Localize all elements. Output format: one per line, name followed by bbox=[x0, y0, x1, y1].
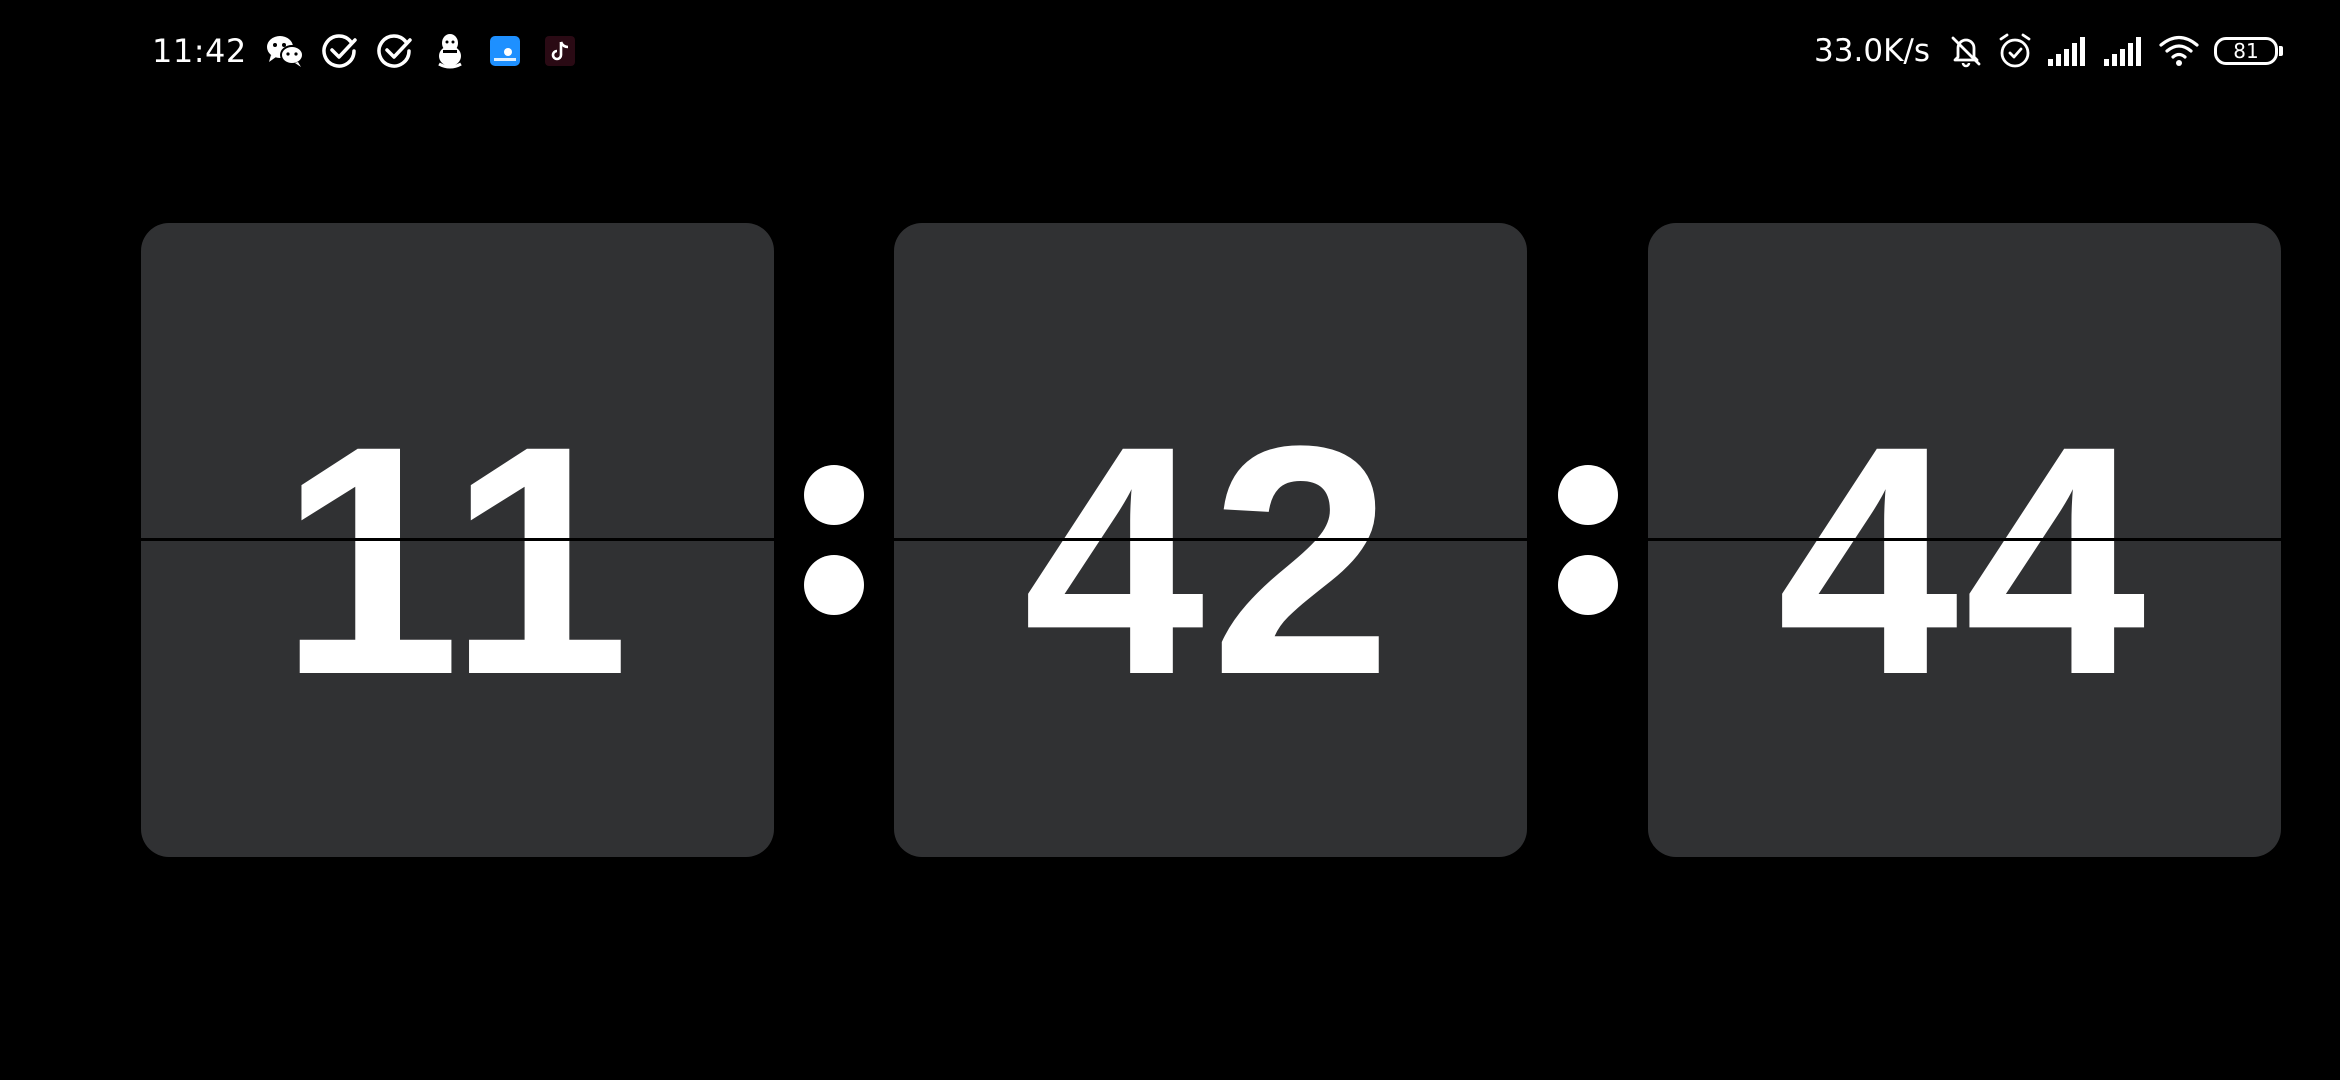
network-speed: 33.0K/s bbox=[1814, 33, 1930, 69]
colon-separator bbox=[774, 223, 894, 857]
alarm-icon bbox=[1996, 31, 2034, 71]
flip-divider bbox=[1648, 538, 2281, 541]
status-time: 11:42 bbox=[152, 32, 247, 70]
minutes-card: 42 bbox=[894, 223, 1527, 857]
flip-divider bbox=[894, 538, 1527, 541]
status-bar: 11:42 bbox=[0, 0, 2340, 100]
seconds-digits: 44 bbox=[1777, 379, 2152, 743]
colon-dot-bottom bbox=[1558, 555, 1618, 615]
signal-sim1-icon bbox=[2046, 31, 2090, 71]
signal-sim2-icon bbox=[2102, 31, 2146, 71]
colon-separator bbox=[1528, 223, 1648, 857]
wechat-icon bbox=[265, 31, 305, 71]
bell-muted-icon bbox=[1948, 31, 1984, 71]
minutes-digits: 42 bbox=[1023, 379, 1398, 743]
battery-level: 81 bbox=[2233, 39, 2259, 63]
wifi-icon bbox=[2158, 31, 2200, 71]
tiktok-icon bbox=[540, 31, 580, 71]
battery-tip bbox=[2279, 46, 2283, 56]
hours-card: 11 bbox=[141, 223, 774, 857]
flip-clock: 11 42 44 bbox=[141, 223, 2281, 857]
qq-penguin-icon bbox=[430, 31, 470, 71]
colon-dot-bottom bbox=[804, 555, 864, 615]
battery-indicator: 81 bbox=[2214, 37, 2283, 65]
check-circle-icon bbox=[320, 31, 360, 71]
colon-dot-top bbox=[804, 465, 864, 525]
flip-divider bbox=[141, 538, 774, 541]
colon-dot-top bbox=[1558, 465, 1618, 525]
check-circle-icon bbox=[375, 31, 415, 71]
status-bar-left: 11:42 bbox=[152, 26, 595, 76]
status-bar-right: 33.0K/s bbox=[1814, 26, 2283, 76]
blue-app-icon bbox=[485, 31, 525, 71]
seconds-card: 44 bbox=[1648, 223, 2281, 857]
hours-digits: 11 bbox=[279, 379, 636, 743]
